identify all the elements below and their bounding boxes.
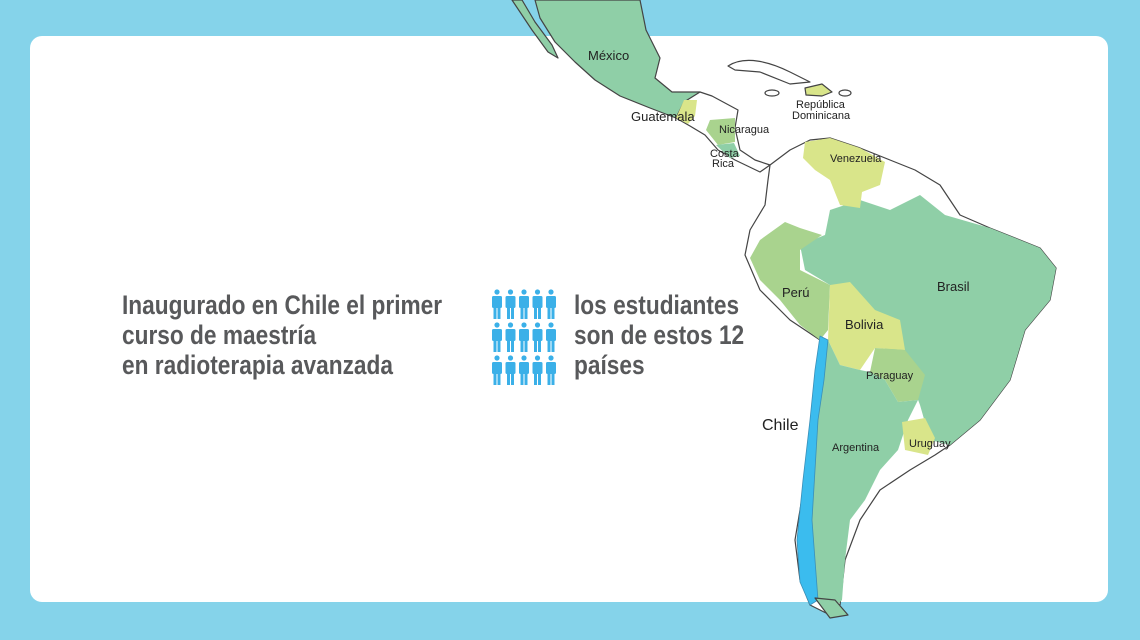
headline-line-1: Inaugurado en Chile el primer <box>122 290 443 320</box>
country-republica-dominicana <box>804 83 833 97</box>
person-icon <box>492 322 502 352</box>
stat-line-1: los estudiantes <box>574 290 740 320</box>
person-icon <box>546 355 556 385</box>
country-nicaragua <box>706 118 735 145</box>
person-icon <box>519 322 529 352</box>
country-bolivia <box>828 282 905 370</box>
label-brasil: Brasil <box>937 279 970 294</box>
label-mexico: México <box>588 48 629 63</box>
person-icon <box>492 355 502 385</box>
label-costa-rica-2: Rica <box>712 158 735 170</box>
person-icon <box>505 355 516 385</box>
label-republica-dominicana-1: República <box>796 99 846 111</box>
label-uruguay: Uruguay <box>909 438 951 450</box>
person-icon <box>505 322 516 352</box>
cuba <box>727 59 811 85</box>
country-costa-rica <box>716 143 740 158</box>
person-icon <box>532 322 543 352</box>
label-bolivia: Bolivia <box>845 317 884 332</box>
people-icon-grid <box>492 289 556 385</box>
stat-line-2: son de estos 12 <box>574 320 745 350</box>
person-icon <box>519 289 529 319</box>
tierra-del-fuego <box>814 597 849 619</box>
person-icon <box>505 289 516 319</box>
country-peru <box>750 222 830 340</box>
headline-line-3: en radioterapia avanzada <box>122 350 394 380</box>
country-guatemala <box>676 100 697 124</box>
label-peru: Perú <box>782 285 809 300</box>
baja-california <box>511 0 559 59</box>
label-argentina: Argentina <box>832 442 880 454</box>
headline: Inaugurado en Chile el primer curso de m… <box>122 290 442 380</box>
person-icon <box>492 289 502 319</box>
label-guatemala: Guatemala <box>631 109 695 124</box>
person-icon <box>532 355 543 385</box>
label-chile: Chile <box>762 417 799 434</box>
country-brasil <box>800 195 1056 445</box>
country-paraguay <box>870 348 925 402</box>
person-icon <box>519 355 529 385</box>
country-venezuela <box>803 138 885 208</box>
headline-line-2: curso de maestría <box>122 320 317 350</box>
label-venezuela: Venezuela <box>830 153 882 165</box>
label-costa-rica-1: Costa <box>710 148 740 160</box>
country-uruguay <box>902 418 935 455</box>
label-nicaragua: Nicaragua <box>719 124 770 136</box>
label-paraguay: Paraguay <box>866 370 914 382</box>
person-icon <box>532 289 543 319</box>
label-republica-dominicana-2: Dominicana <box>792 110 851 122</box>
person-icon <box>546 289 556 319</box>
stat-line-3: países <box>574 350 645 380</box>
students-stat: los estudiantes son de estos 12 países <box>574 290 744 380</box>
person-icon <box>546 322 556 352</box>
country-argentina <box>812 340 918 612</box>
